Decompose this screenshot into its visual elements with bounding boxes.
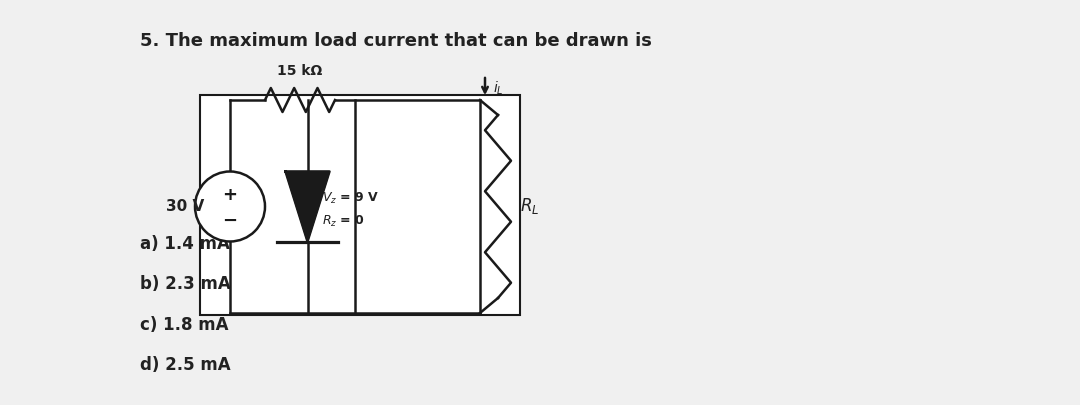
Text: +: + <box>222 185 238 203</box>
Circle shape <box>195 171 265 241</box>
Text: a) 1.4 mA: a) 1.4 mA <box>140 235 230 253</box>
Polygon shape <box>285 171 329 241</box>
Text: −: − <box>222 211 238 230</box>
FancyBboxPatch shape <box>200 95 519 315</box>
Text: b) 2.3 mA: b) 2.3 mA <box>140 275 231 293</box>
Text: c) 1.8 mA: c) 1.8 mA <box>140 316 229 334</box>
Text: $i_L$: $i_L$ <box>492 80 503 97</box>
Text: d) 2.5 mA: d) 2.5 mA <box>140 356 231 374</box>
Text: $R_z$ = 0: $R_z$ = 0 <box>323 214 365 229</box>
Text: $V_z$ = 9 V: $V_z$ = 9 V <box>323 191 380 206</box>
Text: $R_L$: $R_L$ <box>519 196 539 217</box>
Text: 15 kΩ: 15 kΩ <box>278 64 323 78</box>
Text: 30 V: 30 V <box>166 199 204 214</box>
Text: 5. The maximum load current that can be drawn is: 5. The maximum load current that can be … <box>140 32 652 50</box>
